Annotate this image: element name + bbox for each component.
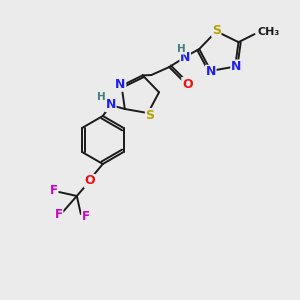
Text: H: H — [177, 44, 186, 54]
Text: F: F — [82, 211, 90, 224]
Text: O: O — [182, 78, 193, 91]
Text: N: N — [116, 78, 126, 91]
Text: N: N — [180, 51, 190, 64]
Text: O: O — [85, 175, 95, 188]
Text: H: H — [98, 92, 106, 102]
Text: N: N — [231, 60, 241, 73]
Text: N: N — [106, 98, 116, 112]
Text: S: S — [146, 109, 154, 122]
Text: F: F — [55, 208, 63, 221]
Text: N: N — [206, 65, 216, 78]
Text: CH₃: CH₃ — [257, 27, 280, 37]
Text: S: S — [212, 24, 221, 37]
Text: F: F — [50, 184, 58, 197]
